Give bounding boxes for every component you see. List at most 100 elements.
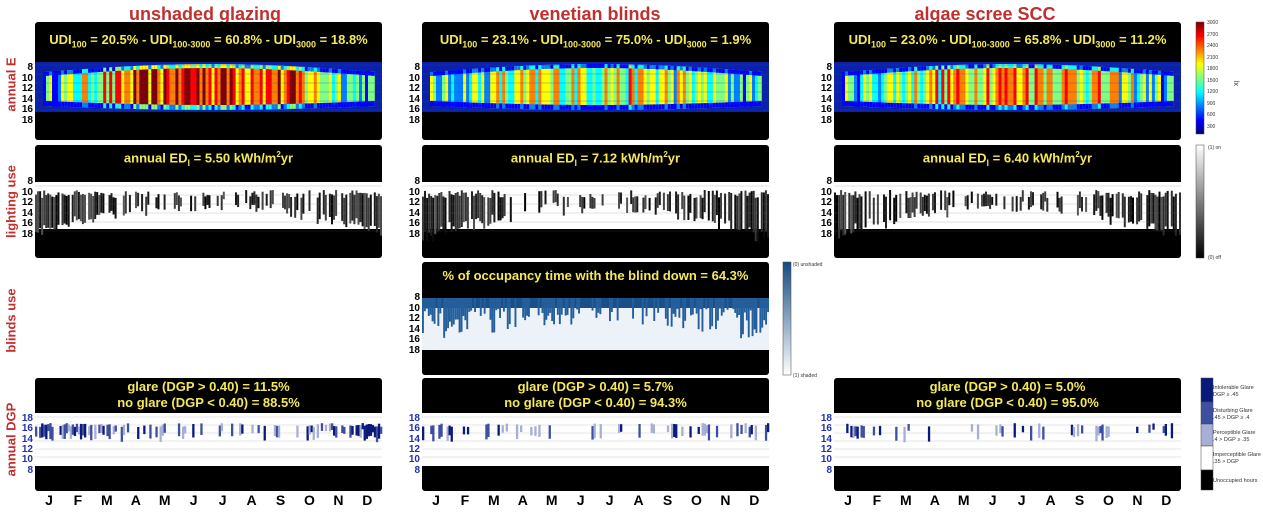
lighting-on-stripe — [927, 193, 930, 217]
glare-stripe — [638, 424, 641, 438]
illuminance-colorbar-tick: 300 — [1207, 123, 1216, 130]
month-label: O — [690, 492, 702, 508]
illuminance-column — [211, 64, 216, 110]
illuminance-edge — [860, 70, 864, 75]
lighting-on-stripe — [202, 192, 205, 206]
illuminance-edge — [1124, 102, 1129, 108]
lighting-on-stripe — [666, 194, 669, 211]
lighting-on-stripe — [359, 192, 362, 223]
glare-stripe — [730, 424, 733, 439]
illuminance-column — [989, 64, 994, 110]
hour-label-glare: 12 — [408, 443, 420, 455]
glare-stripe — [320, 423, 324, 431]
illuminance-edge — [184, 64, 189, 69]
lighting-on-stripe — [422, 196, 424, 241]
blind-down-stripe — [570, 298, 573, 325]
illuminance-edge — [511, 103, 515, 109]
glare-text-venetian-2: no glare (DGP < 0.40) = 94.3% — [504, 395, 687, 410]
illuminance-edge — [277, 65, 282, 70]
glare-stripe — [177, 423, 181, 437]
illuminance-column — [457, 70, 461, 108]
illuminance-edge — [514, 103, 519, 109]
glare-stripe — [497, 424, 500, 436]
lighting-on-stripe — [43, 190, 46, 226]
glare-stripe — [296, 425, 299, 438]
glare-stripe — [349, 425, 352, 438]
illuminance-edge — [511, 66, 515, 71]
lighting-on-stripe — [734, 194, 737, 231]
illuminance-edge — [1070, 104, 1075, 110]
glare-stripe — [903, 426, 906, 443]
lighting-on-stripe — [190, 195, 193, 212]
lighting-on-stripe — [1093, 194, 1096, 216]
illuminance-column — [1118, 68, 1123, 108]
illuminance-edge — [607, 64, 612, 69]
month-label: M — [545, 492, 558, 508]
illuminance-colorbar-tick: 1200 — [1207, 89, 1219, 96]
illuminance-edge — [1007, 64, 1012, 68]
illuminance-column — [526, 65, 531, 110]
blind-down-stripe — [738, 298, 741, 315]
lighting-on-stripe — [335, 190, 338, 216]
blind-down-stripe — [433, 298, 436, 324]
illuminance-edge — [896, 68, 900, 73]
illuminance-edge — [667, 104, 672, 110]
lighting-on-stripe — [179, 197, 182, 207]
glare-stripe — [750, 425, 753, 435]
illuminance-edge — [989, 64, 994, 69]
lighting-on-stripe — [915, 191, 918, 209]
illuminance-edge — [178, 104, 183, 110]
illuminance-column — [97, 68, 101, 108]
glare-stripe — [430, 425, 433, 435]
illuminance-column — [1148, 70, 1153, 107]
glare-stripe — [77, 426, 81, 435]
illuminance-edge — [1127, 102, 1132, 108]
illuminance-edge — [100, 67, 104, 72]
lighting-on-stripe — [1127, 196, 1130, 223]
illuminance-edge — [1046, 64, 1051, 69]
illuminance-edge — [1161, 71, 1165, 76]
udi-text-algae: UDI100 = 23.0% - UDI100-3000 = 65.8% - U… — [848, 32, 1167, 50]
hour-label-illuminance: 14 — [408, 93, 420, 105]
lighting-on-stripe — [703, 190, 706, 213]
illuminance-edge — [64, 70, 68, 75]
illuminance-edge — [259, 104, 264, 110]
illuminance-edge — [1052, 64, 1057, 69]
lighting-on-stripe — [222, 191, 225, 200]
illuminance-edge — [442, 71, 446, 76]
illuminance-edge — [691, 67, 696, 72]
illuminance-edge — [893, 68, 897, 73]
lighting-on-stripe — [37, 191, 39, 233]
glare-stripe — [856, 426, 859, 439]
illuminance-edge — [127, 66, 132, 71]
glare-stripe — [1148, 424, 1151, 433]
illuminance-edge — [749, 71, 753, 76]
illuminance-edge — [139, 104, 144, 110]
illuminance-edge — [622, 104, 627, 110]
illuminance-edge — [703, 103, 708, 109]
illuminance-edge — [88, 102, 92, 108]
illuminance-edge — [496, 103, 500, 109]
lighting-on-stripe — [61, 193, 64, 226]
illuminance-column — [1127, 68, 1132, 108]
blind-down-stripe — [543, 298, 546, 326]
illuminance-column — [1103, 67, 1108, 109]
hour-label-blinds: 16 — [408, 334, 420, 345]
illuminance-edge — [1145, 70, 1150, 74]
glare-stripe — [485, 424, 488, 440]
hour-label-illuminance: 8 — [414, 62, 420, 73]
illuminance-edge — [145, 65, 150, 70]
illuminance-column — [307, 67, 312, 109]
glare-stripe — [878, 425, 882, 436]
illuminance-column — [166, 64, 171, 110]
illuminance-edge — [929, 103, 934, 109]
hour-label-illuminance: 10 — [408, 72, 420, 84]
lighting-on-stripe — [764, 190, 767, 232]
illuminance-column — [154, 65, 159, 110]
illuminance-column — [451, 70, 455, 107]
illuminance-edge — [631, 64, 636, 69]
glare-stripe — [450, 426, 453, 442]
hour-label-lighting: 10 — [21, 186, 33, 198]
illuminance-edge — [953, 65, 958, 69]
illuminance-column — [1055, 64, 1060, 110]
